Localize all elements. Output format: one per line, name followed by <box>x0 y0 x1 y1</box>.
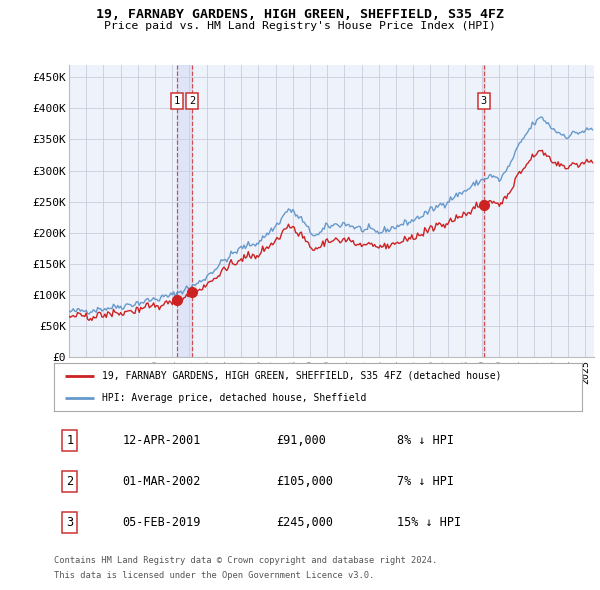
Text: 3: 3 <box>481 96 487 106</box>
Text: £245,000: £245,000 <box>276 516 333 529</box>
Text: 1: 1 <box>174 96 181 106</box>
Text: Price paid vs. HM Land Registry's House Price Index (HPI): Price paid vs. HM Land Registry's House … <box>104 21 496 31</box>
Text: 1: 1 <box>66 434 73 447</box>
Text: 19, FARNABY GARDENS, HIGH GREEN, SHEFFIELD, S35 4FZ: 19, FARNABY GARDENS, HIGH GREEN, SHEFFIE… <box>96 8 504 21</box>
Text: HPI: Average price, detached house, Sheffield: HPI: Average price, detached house, Shef… <box>101 393 366 403</box>
Text: This data is licensed under the Open Government Licence v3.0.: This data is licensed under the Open Gov… <box>54 571 374 580</box>
Text: £91,000: £91,000 <box>276 434 326 447</box>
Bar <box>482 65 485 357</box>
Text: 3: 3 <box>66 516 73 529</box>
Text: 19, FARNABY GARDENS, HIGH GREEN, SHEFFIELD, S35 4FZ (detached house): 19, FARNABY GARDENS, HIGH GREEN, SHEFFIE… <box>101 371 501 381</box>
Text: 12-APR-2001: 12-APR-2001 <box>122 434 201 447</box>
Text: 01-MAR-2002: 01-MAR-2002 <box>122 475 201 488</box>
Text: 2: 2 <box>189 96 196 106</box>
Text: 8% ↓ HPI: 8% ↓ HPI <box>397 434 454 447</box>
Text: 05-FEB-2019: 05-FEB-2019 <box>122 516 201 529</box>
Text: Contains HM Land Registry data © Crown copyright and database right 2024.: Contains HM Land Registry data © Crown c… <box>54 556 437 565</box>
Text: £105,000: £105,000 <box>276 475 333 488</box>
Bar <box>178 65 193 357</box>
Text: 7% ↓ HPI: 7% ↓ HPI <box>397 475 454 488</box>
Text: 2: 2 <box>66 475 73 488</box>
Text: 15% ↓ HPI: 15% ↓ HPI <box>397 516 461 529</box>
